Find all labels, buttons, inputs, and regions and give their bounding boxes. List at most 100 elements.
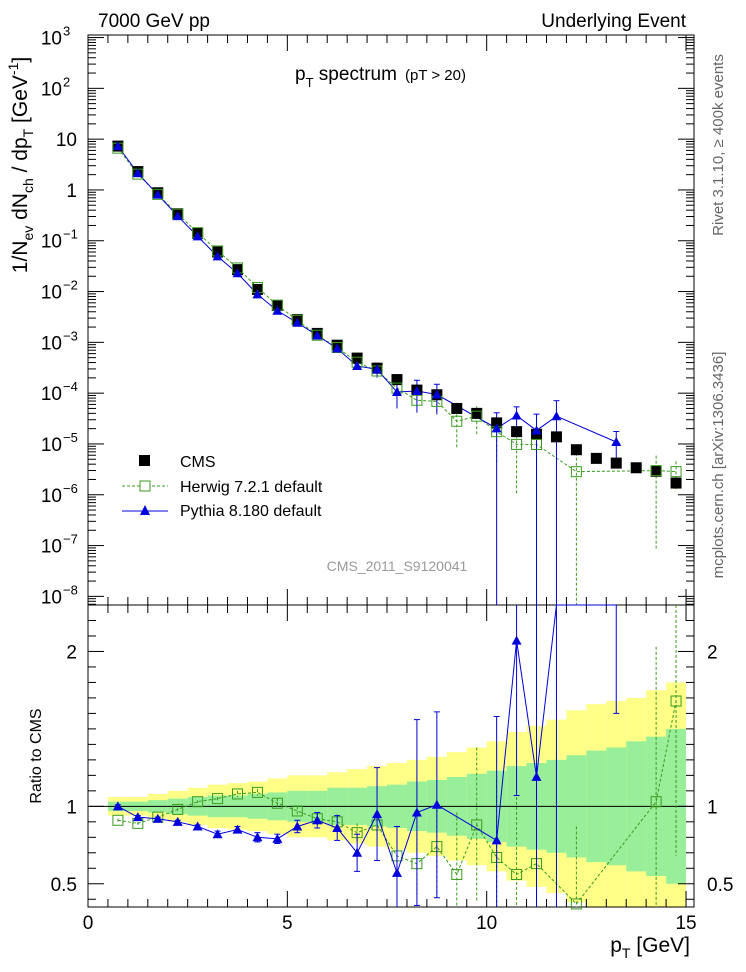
y-tick-label: 10 xyxy=(56,130,77,151)
legend-herwig-label: Herwig 7.2.1 default xyxy=(180,479,323,496)
herwig-ratio-point xyxy=(650,796,662,808)
pythia-ratio-point xyxy=(511,635,522,645)
pythia-main-point xyxy=(332,343,343,353)
ratio-y-tick-label-right: 1 xyxy=(707,797,718,818)
pythia-ratio-point xyxy=(172,816,183,826)
plot-title: pT spectrum (pT > 20) xyxy=(295,64,466,90)
pythia-ratio-point xyxy=(152,813,163,823)
y-tick-exponent: −6 xyxy=(63,481,78,496)
pythia-main-point xyxy=(232,268,243,278)
y-tick-label: 1 xyxy=(66,181,77,202)
pythia-ratio-point xyxy=(411,807,422,817)
x-tick-label: 0 xyxy=(83,913,94,934)
cms-data-point xyxy=(590,452,602,464)
y-tick-label: 10 xyxy=(41,232,62,253)
pythia-ratio-line xyxy=(117,604,617,875)
y-tick-exponent: 3 xyxy=(63,24,70,39)
y-tick-exponent: −8 xyxy=(63,582,78,597)
herwig-main-point xyxy=(531,438,543,450)
herwig-ratio-point xyxy=(570,898,582,910)
legend-cms-label: CMS xyxy=(180,454,216,471)
x-tick-label: 15 xyxy=(675,913,696,934)
herwig-ratio-point xyxy=(172,803,184,815)
ratio-y-tick-label-right: 2 xyxy=(707,642,718,663)
y-tick-label: 10 xyxy=(41,283,62,304)
cms-data-point xyxy=(610,457,622,469)
pythia-ratio-point xyxy=(112,801,123,811)
pythia-main-point xyxy=(611,437,622,447)
legend-herwig-marker xyxy=(139,480,151,492)
pythia-main-point xyxy=(252,289,263,299)
herwig-ratio-point xyxy=(212,793,224,805)
pythia-ratio-point xyxy=(352,847,363,857)
pythia-ratio-point xyxy=(232,824,243,834)
cms-data-point xyxy=(630,462,642,474)
pythia-ratio-point xyxy=(531,771,542,781)
pythia-main-point xyxy=(112,141,123,151)
mcplots-label: mcplots.cern.ch [arXiv:1306.3436] xyxy=(710,352,727,579)
pythia-ratio-point xyxy=(491,835,502,845)
main-plot-frame xyxy=(87,34,695,606)
herwig-ratio-point xyxy=(251,786,263,798)
header-right: Underlying Event xyxy=(541,11,686,32)
herwig-main-point xyxy=(411,394,423,406)
ratio-y-tick-label: 0.5 xyxy=(51,875,77,896)
herwig-main-point xyxy=(471,410,483,422)
x-axis-label: pT [GeV] xyxy=(610,934,690,961)
pythia-ratio-point xyxy=(292,821,303,831)
ratio-plot-frame xyxy=(87,604,695,908)
herwig-main-point xyxy=(570,466,582,478)
y-tick-label: 10 xyxy=(41,537,62,558)
pythia-main-point xyxy=(272,305,283,315)
y-tick-label: 10 xyxy=(41,333,62,354)
pythia-main-point xyxy=(132,168,143,178)
pythia-main-point xyxy=(292,317,303,327)
cms-data-point xyxy=(271,300,283,312)
pythia-main-point xyxy=(212,251,223,261)
pythia-main-point xyxy=(352,360,363,370)
pythia-main-point xyxy=(172,211,183,221)
pythia-main-point xyxy=(411,385,422,395)
y-tick-label: 10 xyxy=(41,384,62,405)
pythia-main-point xyxy=(511,410,522,420)
y-tick-label: 10 xyxy=(41,79,62,100)
legend-pythia-label: Pythia 8.180 default xyxy=(180,503,322,520)
ratio-y-tick-label: 2 xyxy=(66,642,77,663)
ratio-uncertainty-bands xyxy=(88,682,694,907)
ratio-y-axis-label: Ratio to CMS xyxy=(28,708,45,803)
herwig-ratio-point xyxy=(511,868,523,880)
header-left: 7000 GeV pp xyxy=(98,11,210,32)
pythia-ratio-point xyxy=(252,832,263,842)
x-tick-label: 5 xyxy=(282,913,293,934)
cms-data-point xyxy=(351,352,363,364)
y-tick-label: 10 xyxy=(41,435,62,456)
herwig-main-point xyxy=(311,329,323,341)
pythia-ratio-point xyxy=(132,812,143,822)
herwig-main-point xyxy=(670,466,682,478)
herwig-main-point xyxy=(650,465,662,477)
pythia-main-point xyxy=(312,330,323,340)
cms-data-point xyxy=(451,402,463,414)
x-tick-label: 10 xyxy=(476,913,497,934)
y-axis-label: 1/Nev dNch / dpT [GeV-1] xyxy=(5,57,36,273)
herwig-ratio-point xyxy=(232,788,244,800)
herwig-main-point xyxy=(152,188,164,200)
ratio-y-tick-label-right: 0.5 xyxy=(707,875,733,896)
y-tick-exponent: −2 xyxy=(63,278,78,293)
cms-data-point xyxy=(670,477,682,489)
pythia-ratio-point xyxy=(332,823,343,833)
y-tick-exponent: −3 xyxy=(63,328,78,343)
y-tick-exponent: −4 xyxy=(63,379,78,394)
herwig-main-line xyxy=(117,147,677,473)
cms-data-point xyxy=(391,374,403,386)
rivet-label: Rivet 3.1.10, ≥ 400k events xyxy=(710,54,727,236)
pythia-main-point xyxy=(531,425,542,435)
cms-data-point xyxy=(491,417,503,429)
y-tick-label: 10 xyxy=(41,29,62,50)
pythia-ratio-point xyxy=(312,815,323,825)
pythia-main-point xyxy=(431,389,442,399)
herwig-ratio-point xyxy=(291,805,303,817)
pythia-ratio-point xyxy=(391,867,402,877)
